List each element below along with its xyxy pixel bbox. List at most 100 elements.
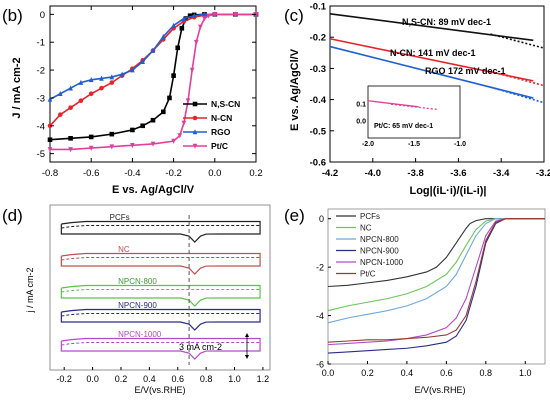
x-tick-label: 0.0 — [86, 374, 99, 384]
x-tick-label: 0.4 — [143, 374, 156, 384]
data-point-RGO — [181, 15, 187, 21]
data-point-N-CN — [88, 91, 94, 97]
y-tick-label: -2 — [37, 66, 45, 77]
panel-d-scale-bar-arrow-bottom — [245, 355, 249, 359]
panel-c-inset-label: Pt/C: 65 mV dec-1 — [374, 123, 433, 130]
cv-loop-dashed-NPCN-800 — [61, 289, 261, 293]
x-tick-label: 0.6 — [440, 368, 453, 378]
panel-d-series-labels: PCFs NC NPCN-800 NPCN-900 NPCN-1000 — [110, 213, 162, 339]
data-point-RGO — [99, 75, 104, 81]
y-tick-label: -2 — [316, 263, 324, 273]
data-point-N-CN — [109, 80, 115, 85]
panel-c-inset-marks: -2.0 -1.5 -1.0 0.1 0.0 — [356, 100, 466, 148]
inset-x-tick-label: -2.0 — [362, 141, 374, 148]
data-point-RGO — [88, 77, 94, 83]
x-tick-label: 0.2 — [361, 368, 374, 378]
y-tick-label: -0.6 — [310, 158, 326, 169]
panel-e-x-axis-label: E/V(vs.RHE) — [414, 385, 465, 395]
panel-c-x-axis-label: Log|(iL·i)/(iL-i)| — [409, 185, 486, 197]
legend-label-NPCN-800: NPCN-800 — [360, 235, 399, 244]
data-line-RGO — [490, 86, 545, 104]
panel-d-marks — [60, 215, 261, 365]
panel-b-x-axis-label: E vs. Ag/AgCl/V — [112, 184, 195, 196]
legend-marker-RGO — [192, 129, 198, 135]
legend-label-Pt/C: Pt/C — [360, 270, 376, 279]
x-tick-label: 0.0 — [322, 368, 335, 378]
data-point-Pt/C — [177, 133, 183, 139]
data-point-RGO — [58, 90, 63, 97]
cv-loop-dashed-PCFs — [61, 225, 261, 229]
series-line-Pt/C — [327, 218, 545, 343]
legend-label-Pt/C: Pt/C — [211, 141, 228, 151]
data-point-RGO — [130, 67, 135, 73]
data-point-RGO — [161, 33, 166, 39]
legend-label-N,S-CN: N,S-CN — [211, 99, 240, 109]
legend-label-RGO: RGO — [211, 127, 231, 137]
panel-b-legend: N,S-CN N-CN RGO Pt/C — [183, 99, 240, 151]
x-tick-label: -0.2 — [165, 168, 181, 179]
cv-series-label-NC: NC — [118, 245, 130, 254]
panel-c-annotation-nscn: N,S-CN: 89 mV dec-1 — [402, 17, 491, 27]
x-tick-label: -3.8 — [407, 168, 423, 179]
cv-loop-solid-NPCN-800 — [60, 284, 261, 307]
data-point-N,S-CN — [179, 25, 185, 31]
inset-x-tick-label: -1.0 — [454, 141, 466, 148]
data-point-Pt/C — [189, 67, 195, 73]
panel-letter-b: (b) — [2, 6, 23, 25]
data-point-N,S-CN — [88, 134, 94, 140]
x-tick-label: 0.8 — [200, 374, 213, 384]
panel-letter-e: (e) — [284, 206, 305, 225]
data-point-RGO — [109, 74, 115, 80]
x-tick-label: -0.8 — [42, 168, 58, 179]
data-point-Pt/C — [88, 145, 94, 151]
data-point-Pt/C — [212, 12, 218, 18]
data-point-N,S-CN — [161, 109, 166, 115]
y-tick-label: -6 — [316, 360, 324, 370]
x-tick-label: 0.2 — [249, 168, 262, 179]
panel-c-frame — [329, 5, 545, 163]
x-tick-label: -0.2 — [56, 374, 72, 384]
cv-loop-solid-NPCN-900 — [60, 308, 261, 331]
cv-series-label-NPCN-800: NPCN-800 — [118, 277, 157, 286]
legend-label-PCFs: PCFs — [360, 212, 380, 221]
legend-label-NPCN-1000: NPCN-1000 — [360, 258, 404, 267]
cv-loop-dashed-NC — [61, 257, 261, 261]
panel-c-y-axis-label: E vs. Ag/AgCl/V — [289, 48, 301, 131]
y-tick-label: -1 — [37, 38, 45, 49]
data-point-N,S-CN — [68, 136, 73, 141]
x-tick-label: 1.0 — [519, 368, 532, 378]
y-tick-label: 0 — [319, 214, 324, 224]
panel-c-tafel-chart: -4.2 -4.0 -3.8 -3.6 -3.4 -3.2 -0.1 -0.2 -0.3 -0.4… — [289, 2, 550, 198]
data-point-Pt/C — [171, 138, 176, 144]
panel-e-lsv-chart: 0.0 0.2 0.4 0.6 0.8 1.0 0 -2 -4 -6 PCFs NC NPCN-800… — [316, 208, 546, 395]
data-point-RGO — [150, 47, 156, 53]
inset-y-tick-label: 0.1 — [356, 101, 366, 108]
data-point-N,S-CN — [150, 117, 156, 123]
legend-marker-N-CN — [192, 115, 198, 121]
y-tick-label: -4 — [316, 311, 324, 321]
cv-loop-solid-NPCN-1000 — [60, 337, 261, 360]
inset-fit-line-Pt/C — [367, 100, 419, 108]
data-point-N,S-CN — [109, 131, 115, 137]
data-point-RGO — [171, 22, 176, 28]
series-line-NPCN-800 — [327, 218, 545, 324]
data-point-RGO — [78, 79, 84, 85]
panel-e-marks — [327, 218, 545, 354]
panel-letter-c: (c) — [284, 6, 304, 25]
x-tick-label: 0.4 — [401, 368, 414, 378]
panel-letter-d: (d) — [2, 206, 23, 225]
data-point-Pt/C — [150, 141, 156, 147]
data-point-N,S-CN — [167, 95, 172, 101]
x-tick-label: -0.4 — [124, 168, 140, 179]
cv-loop-solid-NC — [60, 252, 261, 275]
x-tick-label: 0.0 — [208, 168, 221, 179]
cv-series-label-NPCN-900: NPCN-900 — [118, 301, 157, 310]
data-point-N-CN — [78, 98, 84, 104]
series-line-RGO — [49, 13, 256, 101]
legend-marker-N,S-CN — [192, 101, 198, 107]
x-tick-label: -3.2 — [536, 168, 550, 179]
legend-label-NC: NC — [360, 224, 372, 233]
data-point-RGO — [202, 11, 207, 17]
panel-d-cv-chart: -0.2 0.0 0.2 0.4 0.6 0.8 1.0 1.2 PCFs NC NPCN-800… — [25, 204, 271, 395]
panel-d-scale-bar-label: 3 mA cm-2 — [179, 342, 222, 352]
